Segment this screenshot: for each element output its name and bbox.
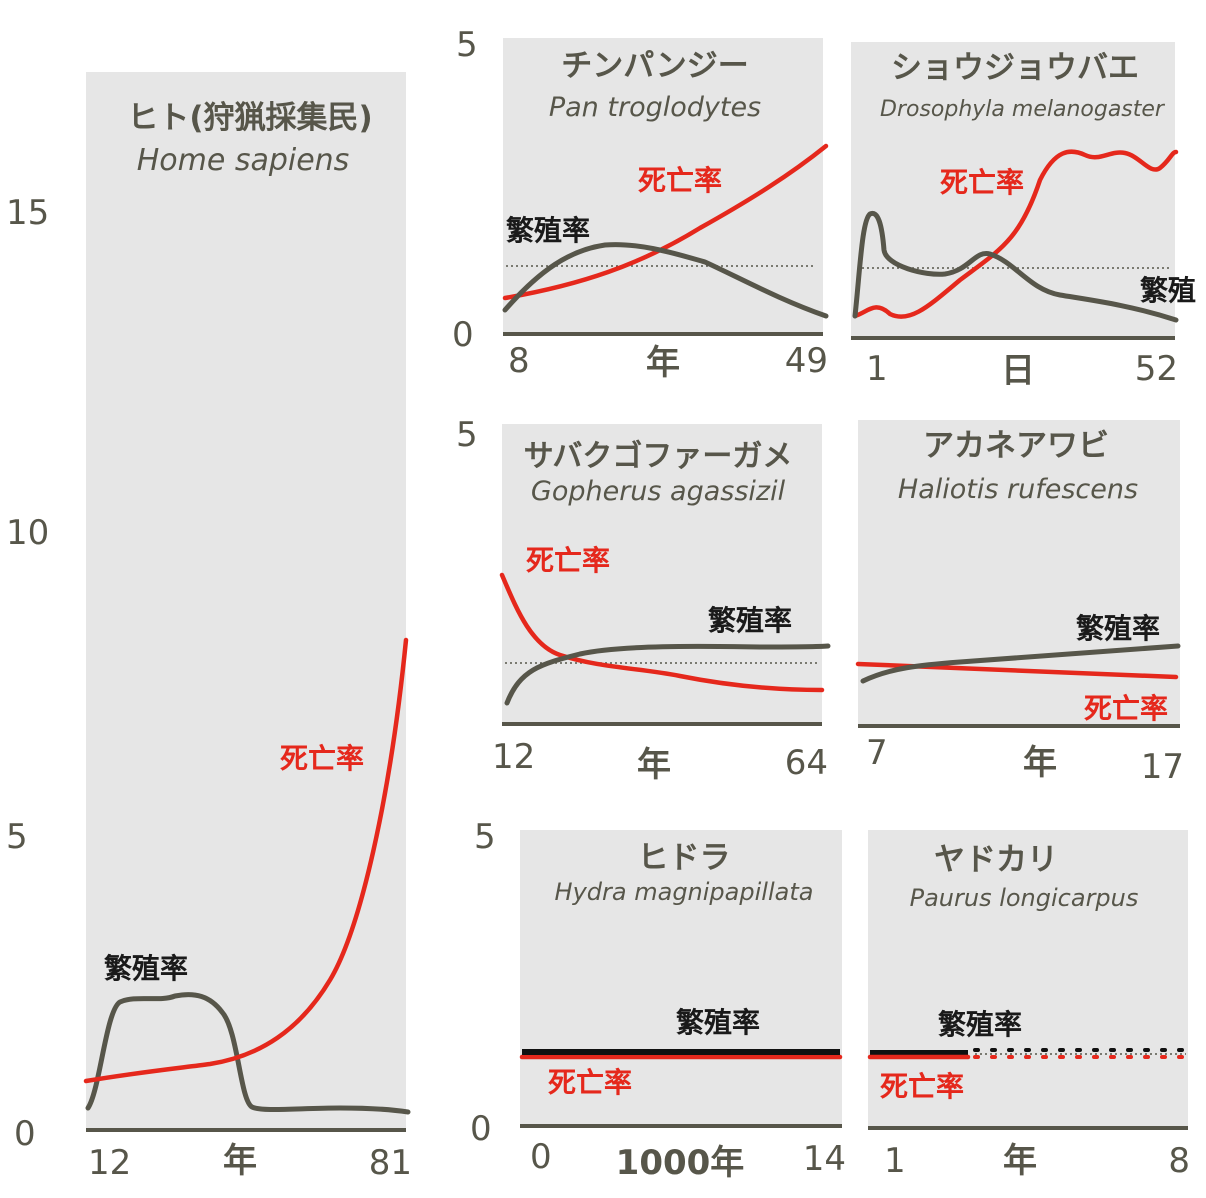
panel-hermit-crab: ヤドカリ Paurus longicarpus 繁殖率 死亡率 1 年 8 xyxy=(867,830,1190,1181)
fertility-curve xyxy=(860,643,1181,684)
mortality-label: 死亡率 xyxy=(526,544,610,577)
fertility-label: 繁殖率 xyxy=(708,604,792,637)
fertility-label: 繁殖率 xyxy=(506,214,590,247)
y-tick-5: 5 xyxy=(456,25,478,65)
panel-title-latin: Hydra magnipapillata xyxy=(555,878,814,906)
panel-title-latin: Drosophyla melanogaster xyxy=(880,97,1166,122)
x-unit: 年 xyxy=(223,1141,257,1181)
panel-background xyxy=(520,830,842,1126)
x-tick-start: 1 xyxy=(866,349,888,389)
panel-title-latin: Pan troglodytes xyxy=(549,92,761,123)
mortality-curve xyxy=(852,149,1179,319)
x-tick-end: 14 xyxy=(803,1139,846,1179)
fertility-label: 繁殖率 xyxy=(938,1008,1022,1041)
panel-title-jp: チンパンジー xyxy=(561,48,749,84)
panel-background xyxy=(868,830,1188,1128)
x-tick-start: 1 xyxy=(884,1141,906,1181)
mortality-label: 死亡率 xyxy=(280,742,364,775)
x-tick-start: 12 xyxy=(492,737,535,777)
mortality-label: 死亡率 xyxy=(940,166,1024,199)
x-tick-start: 0 xyxy=(530,1137,552,1177)
mortality-label: 死亡率 xyxy=(638,164,722,197)
mortality-label: 死亡率 xyxy=(1084,692,1168,725)
fertility-curve xyxy=(852,210,1179,323)
panel-background xyxy=(858,420,1180,726)
x-unit: 年 xyxy=(646,343,680,383)
panel-desert-tortoise: 5 サバクゴファーガメ Gopherus agassizil 死亡率 繁殖率 1… xyxy=(456,415,831,785)
x-tick-start: 8 xyxy=(508,341,530,381)
panel-title-latin: Home sapiens xyxy=(137,143,350,178)
y-tick-0: 0 xyxy=(452,315,474,355)
y-tick-5: 5 xyxy=(474,817,496,857)
x-tick-end: 52 xyxy=(1135,349,1178,389)
panel-title-jp: ヒト(狩猟採集民) xyxy=(127,100,372,136)
mortality-curve xyxy=(502,143,829,301)
x-unit: 1000年 xyxy=(616,1143,745,1183)
x-tick-end: 81 xyxy=(369,1143,412,1183)
x-tick-start: 12 xyxy=(88,1143,131,1183)
panel-title-latin: Paurus longicarpus xyxy=(910,884,1139,912)
panel-title-jp: ヤドカリ xyxy=(934,842,1058,878)
panel-title-jp: アカネアワビ xyxy=(923,428,1109,464)
x-unit: 年 xyxy=(1003,1141,1037,1181)
y-tick-5: 5 xyxy=(6,817,28,857)
panel-chimpanzee: 5 0 チンパンジー Pan troglodytes 死亡率 繁殖率 8 年 4… xyxy=(452,25,829,383)
panel-human: ヒト(狩猟採集民) Home sapiens 死亡率 繁殖率 12 年 81 xyxy=(83,72,412,1183)
x-tick-start: 7 xyxy=(866,733,888,773)
mortality-label: 死亡率 xyxy=(880,1070,964,1103)
y-tick-0: 0 xyxy=(14,1114,36,1154)
y-tick-10: 10 xyxy=(6,513,49,553)
x-unit: 日 xyxy=(1001,351,1035,391)
x-tick-end: 49 xyxy=(785,341,828,381)
panel-drosophila: ショウジョウバエ Drosophyla melanogaster 死亡率 繁殖 … xyxy=(851,42,1196,391)
main-y-axis: 15 10 5 0 xyxy=(6,193,49,1154)
panel-title-latin: Haliotis rufescens xyxy=(898,474,1138,505)
fertility-label: 繁殖率 xyxy=(1076,612,1160,645)
fertility-curve xyxy=(85,992,411,1115)
fertility-label: 繁殖率 xyxy=(676,1006,760,1039)
panel-background xyxy=(86,72,406,1130)
fertility-label: 繁殖 xyxy=(1140,274,1196,307)
x-tick-end: 64 xyxy=(785,743,828,783)
panel-title-jp: ヒドラ xyxy=(638,840,731,876)
y-tick-15: 15 xyxy=(6,193,49,233)
mortality-curve xyxy=(83,637,409,1084)
panel-title-jp: ショウジョウバエ xyxy=(891,50,1139,86)
panel-title-jp: サバクゴファーガメ xyxy=(524,439,793,474)
panel-red-abalone: アカネアワビ Haliotis rufescens 繁殖率 死亡率 7 年 17 xyxy=(855,420,1184,787)
y-tick-0: 0 xyxy=(470,1109,492,1149)
mortality-curve xyxy=(499,572,825,693)
panel-background xyxy=(851,42,1175,338)
panel-hydra: 5 0 ヒドラ Hydra magnipapillata 繁殖率 死亡率 0 1… xyxy=(470,817,846,1183)
x-unit: 年 xyxy=(637,745,671,785)
panel-title-latin: Gopherus agassizil xyxy=(531,476,786,507)
mortality-curve xyxy=(855,661,1179,680)
fertility-curve xyxy=(502,242,829,319)
x-unit: 年 xyxy=(1023,743,1057,783)
mortality-label: 死亡率 xyxy=(548,1066,632,1099)
fertility-label: 繁殖率 xyxy=(104,952,188,985)
x-tick-end: 17 xyxy=(1141,747,1184,787)
y-tick-5: 5 xyxy=(456,415,478,455)
fertility-curve xyxy=(504,643,831,706)
x-tick-end: 8 xyxy=(1168,1141,1190,1181)
